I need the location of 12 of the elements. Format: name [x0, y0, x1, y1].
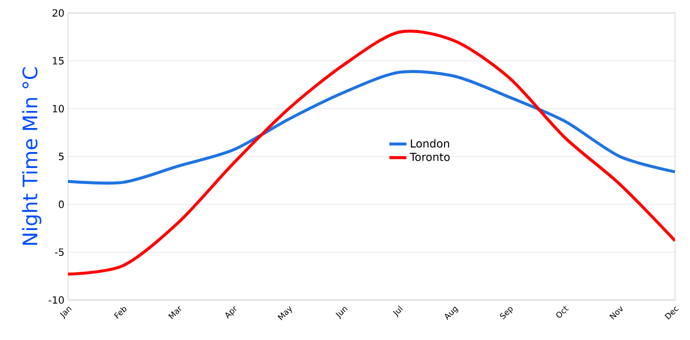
- y-axis-title: Night Time Min °C: [22, 67, 42, 245]
- y-tick-label: 5: [58, 152, 64, 160]
- y-tick-label: 20: [52, 9, 64, 17]
- line-series: [68, 70, 676, 185]
- y-tick-label: -5: [55, 248, 64, 256]
- y-tick-label: 15: [52, 57, 64, 65]
- line-series: [68, 30, 676, 276]
- y-tick-label: 0: [58, 200, 64, 208]
- legend-label: Toronto: [410, 152, 450, 162]
- y-tick-label: -10: [48, 296, 64, 304]
- y-tick-label: 10: [52, 104, 64, 112]
- legend-label: London: [410, 139, 450, 148]
